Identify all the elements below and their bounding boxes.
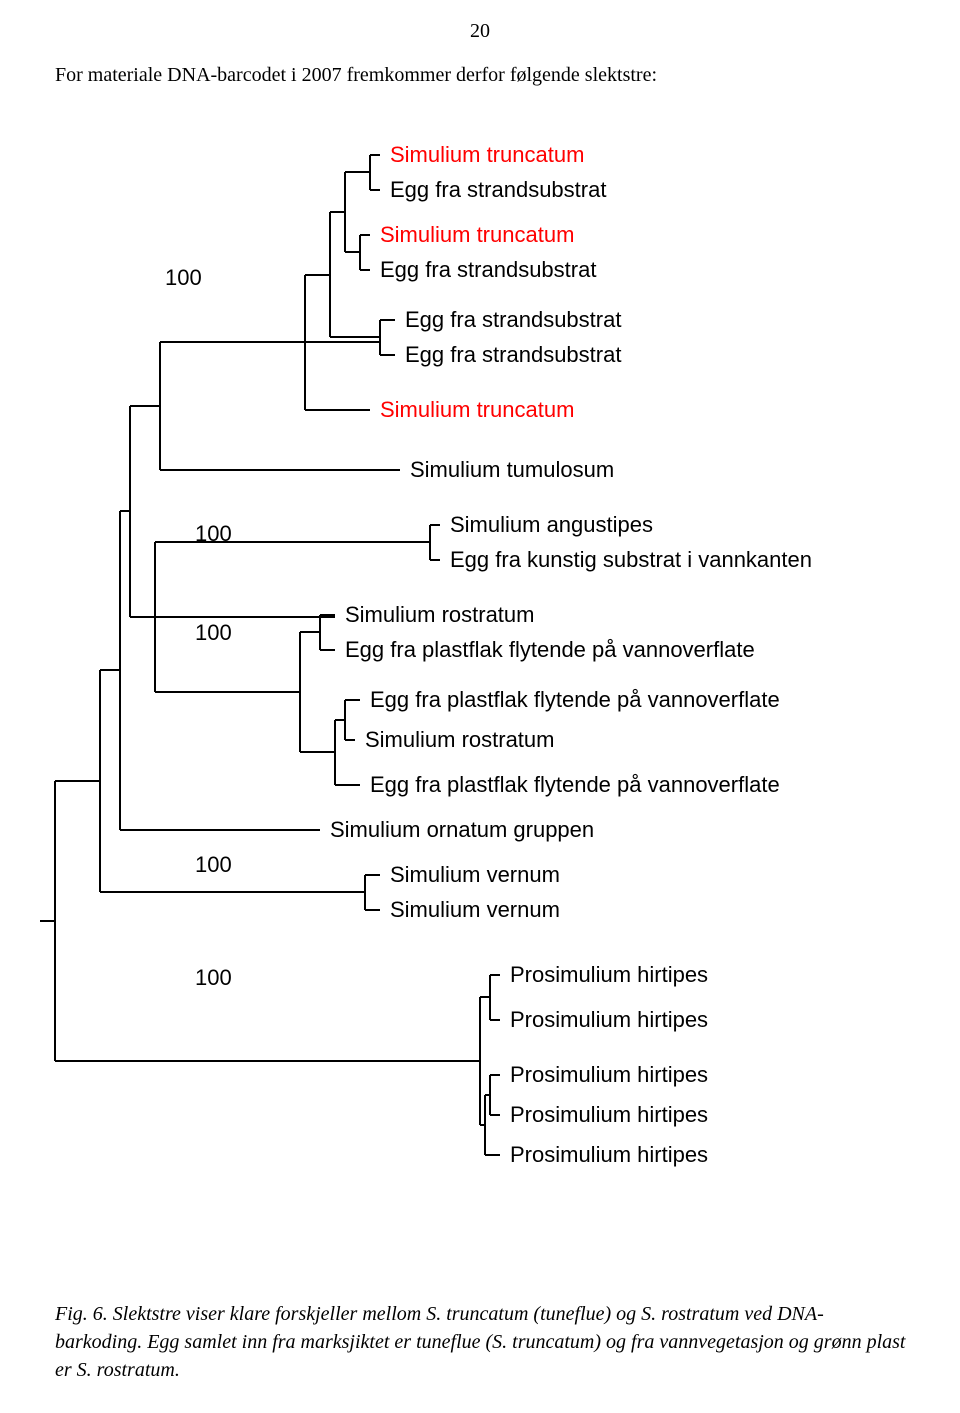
tree-leaf-label: Egg fra plastflak flytende på vannoverfl… [370,687,780,712]
tree-leaf-label: Egg fra plastflak flytende på vannoverfl… [370,772,780,797]
tree-leaf-label: Prosimulium hirtipes [510,962,708,987]
tree-leaf-label: Prosimulium hirtipes [510,1007,708,1032]
page-container: 20 For materiale DNA-barcodet i 2007 fre… [0,0,960,1413]
tree-leaf-label: Prosimulium hirtipes [510,1062,708,1087]
bootstrap-support-label: 100 [195,521,232,546]
tree-leaf-label: Egg fra strandsubstrat [405,342,621,367]
scale-bar-label: 0,02 [90,1195,129,1200]
bootstrap-support-label: 100 [195,620,232,645]
tree-leaf-label: Simulium ornatum gruppen [330,817,594,842]
tree-leaf-label: Simulium truncatum [380,222,574,247]
tree-leaf-label: Simulium tumulosum [410,457,614,482]
tree-leaf-label: Simulium truncatum [390,142,584,167]
bootstrap-support-label: 100 [195,965,232,990]
tree-leaf-label: Egg fra strandsubstrat [390,177,606,202]
bootstrap-support-label: 100 [165,265,202,290]
phylogenetic-tree: Simulium truncatum Egg fra strandsubstrat… [0,0,960,1200]
tree-leaf-label: Simulium vernum [390,897,560,922]
tree-leaf-label: Egg fra plastflak flytende på vannoverfl… [345,637,755,662]
bootstrap-support-label: 100 [195,852,232,877]
tree-leaf-label: Egg fra strandsubstrat [405,307,621,332]
tree-leaf-label: Simulium rostratum [365,727,554,752]
tree-leaf-label: Simulium vernum [390,862,560,887]
tree-leaf-label: Simulium angustipes [450,512,653,537]
tree-leaf-label: Egg fra kunstig substrat i vannkanten [450,547,812,572]
tree-leaf-label: Prosimulium hirtipes [510,1142,708,1167]
tree-leaf-label: Prosimulium hirtipes [510,1102,708,1127]
tree-leaf-label: Egg fra strandsubstrat [380,257,596,282]
tree-leaf-label: Simulium rostratum [345,602,534,627]
tree-leaf-label: Simulium truncatum [380,397,574,422]
figure-caption: Fig. 6. Slektstre viser klare forskjelle… [55,1300,910,1384]
